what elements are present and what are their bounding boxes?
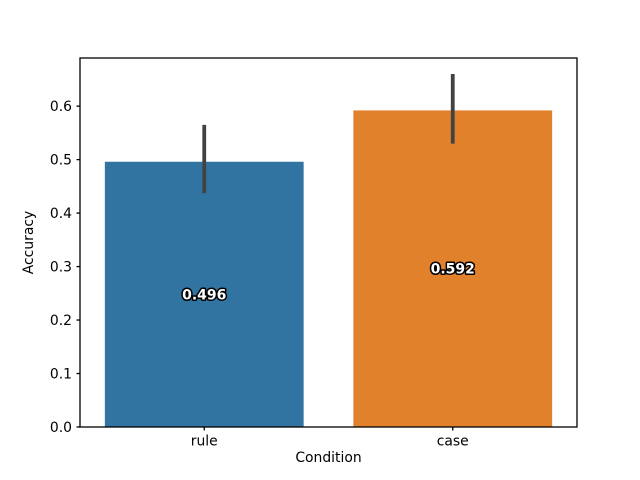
bars-layer (104, 110, 553, 428)
bar-value-label-case: 0.592 (431, 262, 475, 278)
y-tick-label: 0.0 (50, 420, 72, 436)
plot-frame (79, 57, 578, 428)
x-tick-label-rule: rule (191, 434, 218, 450)
bar-rule (104, 161, 304, 427)
x-axis-label: Condition (295, 450, 361, 466)
y-tick-label: 0.6 (50, 99, 72, 115)
x-tick-label-case: case (437, 434, 469, 450)
y-axis-label: Accuracy (21, 211, 37, 274)
error-bars-layer (202, 74, 455, 194)
bar-value-labels-layer: 0.496 0.592 (181, 260, 477, 305)
y-tick-label: 0.1 (50, 367, 72, 383)
y-tick-label: 0.5 (50, 153, 72, 169)
y-tick-label: 0.4 (50, 206, 72, 222)
y-tick-label: 0.2 (50, 313, 72, 329)
tick-labels-layer: 0.0 0.1 0.2 0.3 0.4 0.5 0.6 rule case (50, 99, 469, 449)
bar-case (353, 110, 553, 428)
bar-value-label-rule: 0.496 (182, 287, 226, 303)
axes-layer (76, 57, 578, 431)
y-tick-label: 0.3 (50, 260, 72, 276)
